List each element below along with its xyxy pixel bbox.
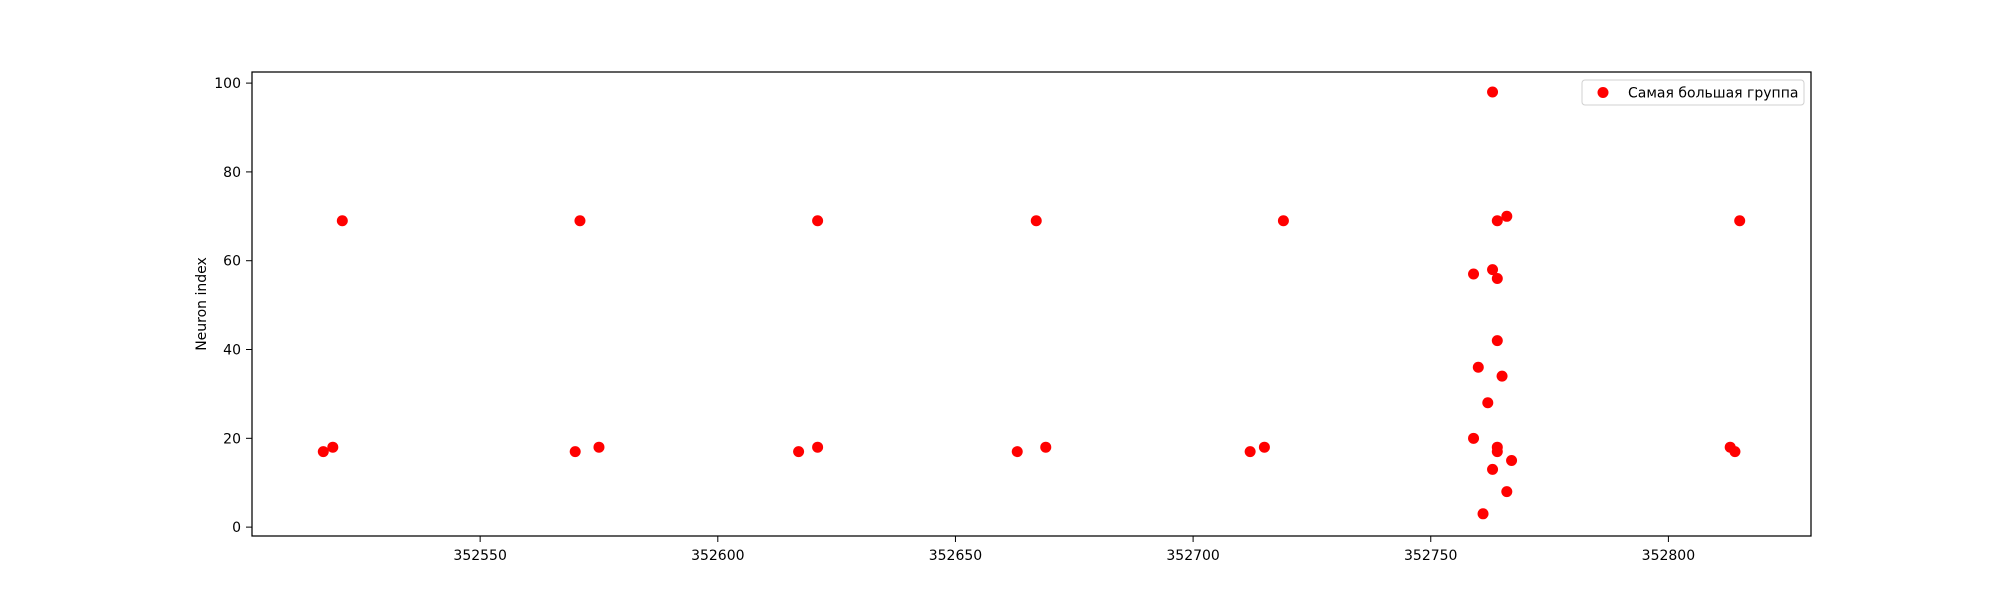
scatter-point — [1491, 446, 1503, 458]
scatter-point — [1030, 215, 1042, 227]
scatter-point — [593, 441, 605, 453]
scatter-point — [317, 446, 329, 458]
scatter-point — [1477, 508, 1489, 520]
scatter-point — [1487, 264, 1499, 276]
scatter-point — [812, 441, 824, 453]
scatter-point — [1491, 215, 1503, 227]
scatter-point — [1501, 486, 1513, 498]
scatter-point — [1496, 370, 1508, 382]
y-axis-label: Neuron index — [194, 257, 210, 351]
scatter-point — [1258, 441, 1270, 453]
scatter-point — [1011, 446, 1023, 458]
scatter-point — [1277, 215, 1289, 227]
y-tick-label: 60 — [223, 254, 241, 270]
scatter-point — [793, 446, 805, 458]
x-tick-label: 352550 — [453, 548, 506, 564]
scatter-point — [336, 215, 348, 227]
scatter-point — [1468, 432, 1480, 444]
scatter-point — [1491, 335, 1503, 347]
scatter-point — [1472, 361, 1484, 373]
x-axis: 352550 352600 352650 352700 352750 352800 — [453, 536, 1695, 564]
x-tick-label: 352650 — [929, 548, 982, 564]
scatter-point — [569, 446, 581, 458]
scatter-point — [1506, 455, 1518, 467]
scatter-point — [1040, 441, 1052, 453]
scatter-point — [1734, 215, 1746, 227]
legend-marker — [1597, 87, 1609, 98]
y-tick-label: 0 — [232, 520, 241, 536]
legend-box — [1581, 79, 1805, 106]
scatter-point — [1487, 463, 1499, 475]
scatter-point — [812, 215, 824, 227]
scatter-point — [1468, 268, 1480, 280]
y-tick-label: 40 — [223, 343, 241, 359]
scatter-point — [1729, 446, 1741, 458]
y-tick-label: 100 — [214, 76, 241, 92]
legend: Самая большая группа — [1581, 79, 1805, 106]
y-tick-label: 80 — [223, 165, 241, 181]
scatter-point — [1501, 210, 1513, 222]
legend-entry-label: Самая большая группа — [1628, 86, 1798, 102]
scatter-point — [1482, 397, 1494, 409]
scatter-point — [327, 441, 339, 453]
x-tick-label: 352700 — [1166, 548, 1219, 564]
x-tick-label: 352800 — [1642, 548, 1695, 564]
scatter-point — [1244, 446, 1256, 458]
scatter-point — [1487, 86, 1499, 98]
scatter-point — [574, 215, 586, 227]
x-tick-label: 352750 — [1404, 548, 1457, 564]
y-tick-label: 20 — [223, 431, 241, 447]
y-axis: 0 20 40 60 80 100 — [214, 76, 252, 536]
data-points — [317, 86, 1746, 520]
x-tick-label: 352600 — [691, 548, 744, 564]
scatter-point — [1491, 272, 1503, 284]
axes-frame — [251, 71, 1812, 537]
